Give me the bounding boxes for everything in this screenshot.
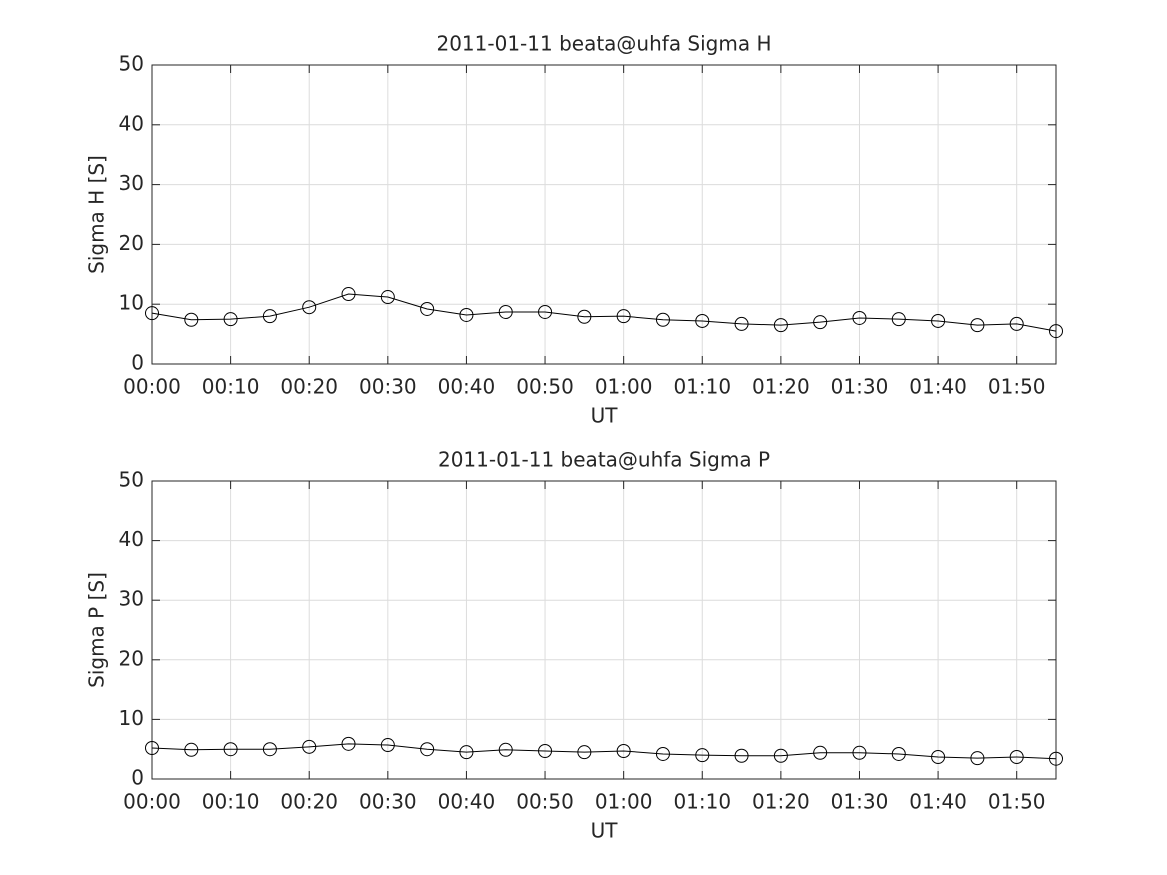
y-tick-label: 0	[131, 766, 144, 790]
data-point	[695, 748, 710, 763]
x-tick-label: 00:30	[359, 375, 417, 399]
y-tick-label: 30	[119, 171, 144, 195]
data-point	[341, 287, 356, 302]
data-point	[813, 745, 828, 760]
y-axis-label: Sigma P [S]	[85, 572, 109, 688]
data-point	[380, 738, 395, 753]
y-tick-label: 10	[119, 706, 144, 730]
x-axis-label: UT	[591, 819, 619, 843]
data-point	[498, 742, 513, 757]
data-point	[380, 290, 395, 305]
data-point	[223, 312, 238, 327]
x-tick-label: 00:50	[516, 375, 574, 399]
y-tick-label: 40	[119, 527, 144, 551]
data-point	[184, 742, 199, 757]
data-point	[577, 745, 592, 760]
data-point	[145, 741, 159, 756]
data-point	[891, 312, 906, 327]
x-tick-label: 01:20	[752, 790, 810, 814]
data-point	[341, 736, 356, 751]
data-point	[616, 743, 631, 758]
y-tick-label: 20	[119, 231, 144, 255]
data-point	[655, 312, 670, 327]
x-tick-label: 01:40	[909, 375, 967, 399]
plot-area	[152, 481, 1056, 779]
y-axis-label: Sigma H [S]	[85, 155, 109, 274]
x-tick-label: 01:40	[909, 790, 967, 814]
data-point	[459, 307, 474, 322]
data-point	[420, 301, 435, 316]
x-tick-label: 01:50	[988, 375, 1046, 399]
y-tick-label: 50	[119, 52, 144, 76]
data-point	[1049, 324, 1063, 339]
x-axis-label: UT	[591, 404, 619, 428]
data-point	[1009, 749, 1024, 764]
x-tick-label: 01:30	[831, 790, 889, 814]
x-tick-label: 00:20	[280, 790, 338, 814]
data-point	[773, 318, 788, 333]
data-point	[852, 310, 867, 325]
data-point	[302, 300, 317, 315]
data-point	[1009, 316, 1024, 331]
y-tick-label: 10	[119, 291, 144, 315]
data-point	[655, 746, 670, 761]
data-point	[459, 745, 474, 760]
x-tick-label: 00:30	[359, 790, 417, 814]
y-tick-label: 50	[119, 468, 144, 492]
data-point	[616, 309, 631, 324]
x-tick-label: 01:00	[595, 375, 653, 399]
chart-title: 2011-01-11 beata@uhfa Sigma H	[436, 32, 771, 56]
data-point	[184, 312, 199, 327]
x-tick-label: 01:50	[988, 790, 1046, 814]
data-point	[773, 748, 788, 763]
y-tick-label: 40	[119, 111, 144, 135]
x-tick-label: 01:20	[752, 375, 810, 399]
x-tick-label: 00:20	[280, 375, 338, 399]
x-tick-label: 01:30	[831, 375, 889, 399]
data-point	[931, 313, 946, 328]
y-tick-label: 30	[119, 587, 144, 611]
axes-box	[151, 480, 1057, 780]
x-tick-label: 01:00	[595, 790, 653, 814]
data-point	[813, 315, 828, 330]
data-point	[734, 316, 749, 331]
x-tick-label: 00:50	[516, 790, 574, 814]
data-point	[852, 745, 867, 760]
data-point	[145, 306, 159, 321]
axes-box	[151, 64, 1057, 365]
data-point	[695, 313, 710, 328]
data-point	[970, 751, 985, 766]
x-tick-label: 00:00	[123, 790, 181, 814]
y-tick-label: 20	[119, 646, 144, 670]
data-point	[223, 742, 238, 757]
data-point	[891, 746, 906, 761]
chart-title: 2011-01-11 beata@uhfa Sigma P	[438, 448, 770, 472]
data-point	[302, 739, 317, 754]
data-point	[734, 748, 749, 763]
x-tick-label: 01:10	[673, 375, 731, 399]
data-point	[420, 742, 435, 757]
data-point	[931, 749, 946, 764]
data-point	[498, 304, 513, 319]
x-tick-label: 00:40	[438, 375, 496, 399]
data-point	[538, 304, 553, 319]
x-tick-label: 00:10	[202, 790, 260, 814]
x-tick-label: 00:00	[123, 375, 181, 399]
data-point	[970, 318, 985, 333]
x-tick-label: 01:10	[673, 790, 731, 814]
data-point	[577, 309, 592, 324]
data-point	[538, 743, 553, 758]
data-point	[262, 742, 277, 757]
data-point	[1049, 751, 1063, 766]
data-point	[262, 309, 277, 324]
plot-area	[152, 65, 1056, 364]
x-tick-label: 00:40	[438, 790, 496, 814]
y-tick-label: 0	[131, 351, 144, 375]
x-tick-label: 00:10	[202, 375, 260, 399]
